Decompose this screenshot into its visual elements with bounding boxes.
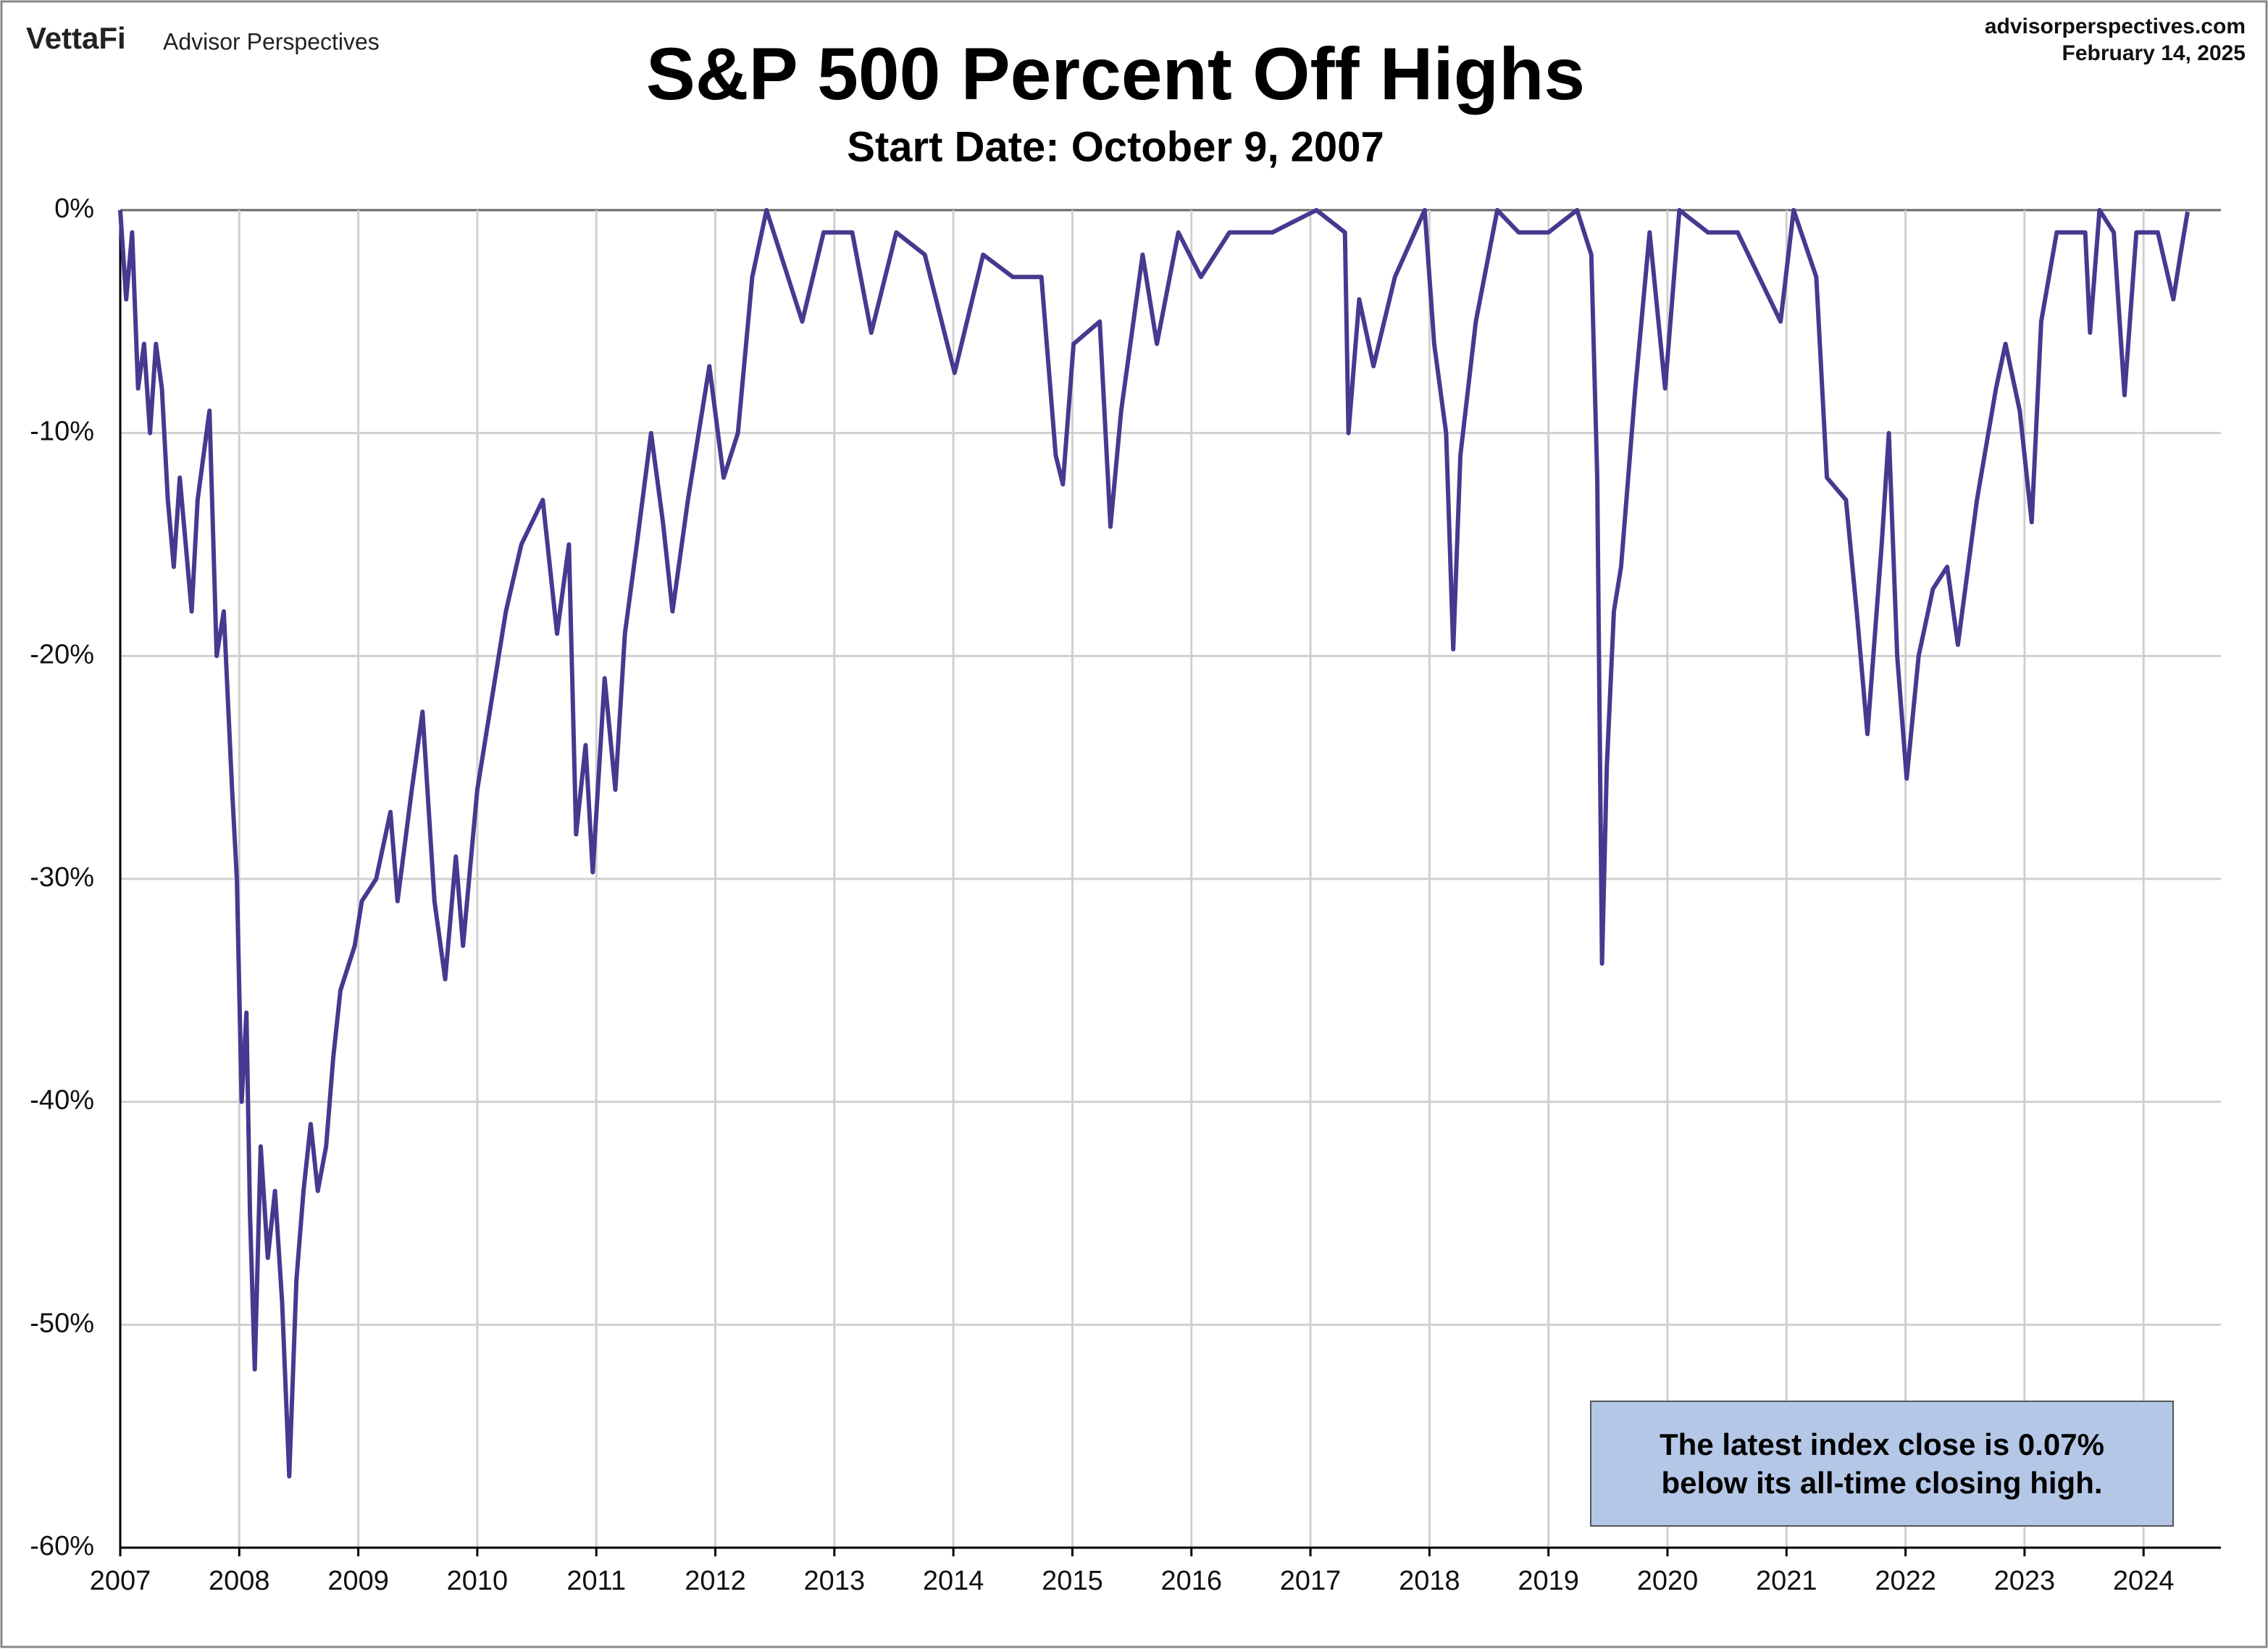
chart-title: S&P 500 Percent Off Highs	[646, 33, 1585, 115]
x-tick-label: 2016	[1160, 1566, 1222, 1596]
x-tick-label: 2007	[90, 1566, 151, 1596]
x-tick-label: 2021	[1756, 1566, 1817, 1596]
x-tick-label: 2020	[1637, 1566, 1699, 1596]
y-tick-label: -20%	[30, 639, 94, 669]
x-tick-label: 2018	[1399, 1566, 1460, 1596]
x-tick-label: 2019	[1518, 1566, 1579, 1596]
site: advisorperspectives.com	[1985, 14, 2246, 38]
series-line	[118, 208, 2190, 1479]
publisher: Advisor Perspectives	[163, 28, 380, 54]
x-tick-label: 2023	[1994, 1566, 2056, 1596]
x-tick-label: 2024	[2113, 1566, 2175, 1596]
x-tick-label: 2022	[1875, 1566, 1936, 1596]
y-tick-label: -30%	[30, 862, 94, 893]
y-tick-label: -50%	[30, 1308, 94, 1338]
annotation-text: below its all-time closing high.	[1661, 1466, 2102, 1500]
y-tick-label: -40%	[30, 1085, 94, 1116]
y-tick-label: -10%	[30, 417, 94, 447]
chart-subtitle: Start Date: October 9, 2007	[847, 123, 1384, 170]
brand: VettaFi	[26, 21, 126, 55]
x-tick-label: 2008	[209, 1566, 270, 1596]
y-tick-label: -60%	[30, 1531, 94, 1561]
x-tick-label: 2010	[447, 1566, 509, 1596]
x-tick-label: 2013	[804, 1566, 866, 1596]
x-tick-label: 2012	[685, 1566, 746, 1596]
x-tick-label: 2017	[1280, 1566, 1342, 1596]
y-tick-label: 0%	[54, 193, 94, 224]
x-tick-label: 2011	[566, 1566, 626, 1596]
annotation-text: The latest index close is 0.07%	[1660, 1427, 2104, 1461]
x-tick-label: 2014	[923, 1566, 984, 1596]
date: February 14, 2025	[2062, 41, 2246, 65]
x-tick-label: 2015	[1042, 1566, 1103, 1596]
annotation-box	[1590, 1401, 2174, 1527]
x-tick-label: 2009	[327, 1566, 389, 1596]
